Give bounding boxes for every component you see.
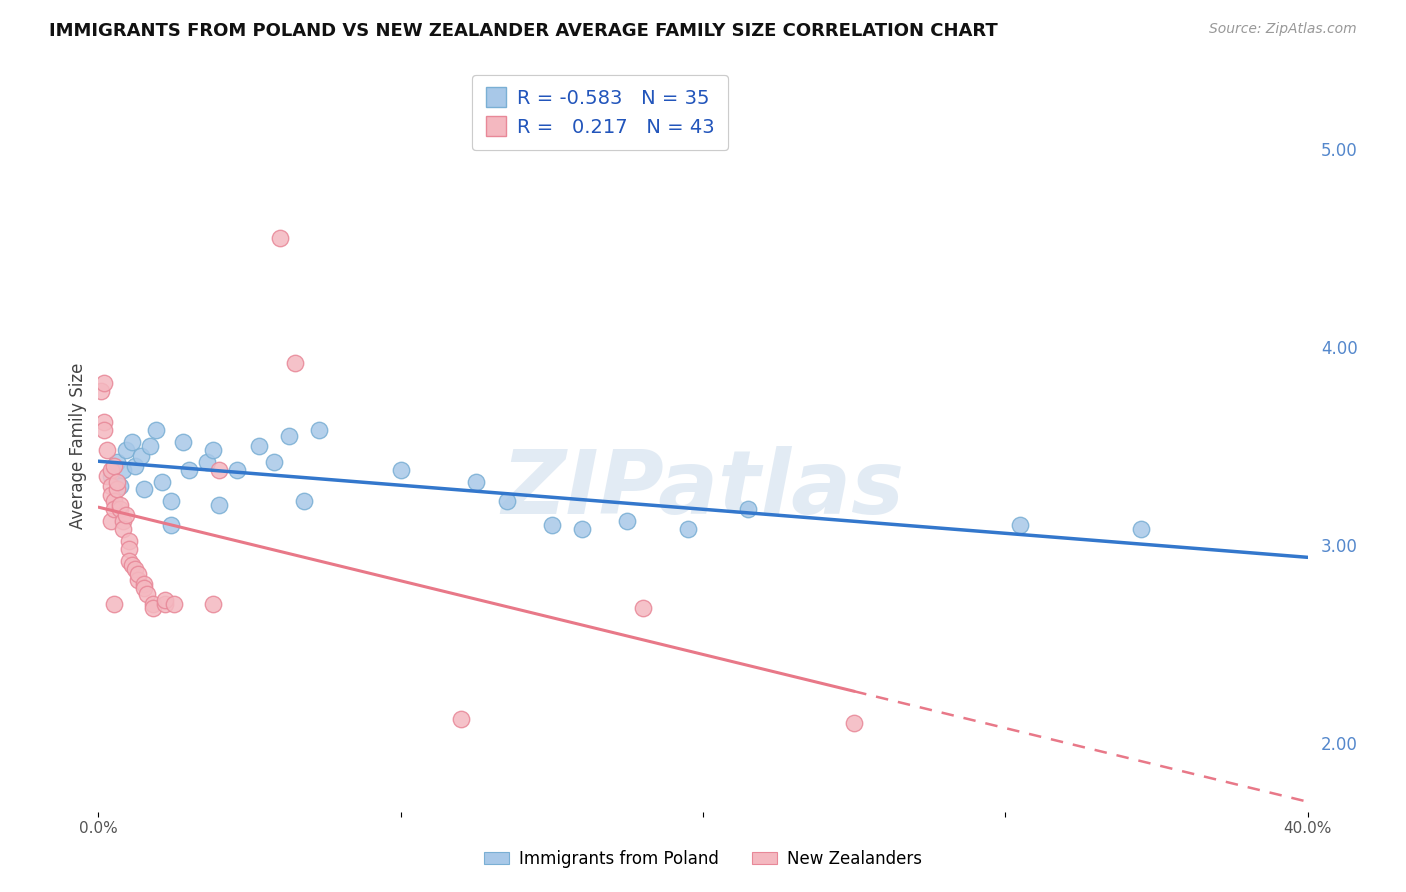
- Point: [103, 502, 125, 516]
- Point: [127, 574, 149, 588]
- Point: [269, 231, 291, 245]
- Point: [100, 514, 122, 528]
- Point: [118, 541, 141, 556]
- Point: [111, 522, 134, 536]
- Point: [93, 423, 115, 437]
- Point: [540, 518, 562, 533]
- Point: [145, 423, 167, 437]
- Point: [202, 597, 225, 611]
- Point: [105, 483, 128, 497]
- Point: [96, 468, 118, 483]
- Point: [247, 439, 270, 453]
- Text: ZIPatlas: ZIPatlas: [502, 446, 904, 533]
- Point: [93, 376, 115, 390]
- Point: [277, 429, 299, 443]
- Point: [202, 442, 225, 457]
- Point: [263, 455, 285, 469]
- Point: [127, 567, 149, 582]
- Point: [111, 463, 134, 477]
- Legend: Immigrants from Poland, New Zealanders: Immigrants from Poland, New Zealanders: [477, 844, 929, 875]
- Point: [153, 593, 176, 607]
- Legend: R = -0.583   N = 35, R =   0.217   N = 43: R = -0.583 N = 35, R = 0.217 N = 43: [472, 75, 728, 151]
- Point: [103, 597, 125, 611]
- Point: [844, 715, 866, 730]
- Point: [118, 554, 141, 568]
- Point: [139, 439, 162, 453]
- Point: [142, 597, 165, 611]
- Point: [121, 435, 143, 450]
- Point: [118, 533, 141, 548]
- Point: [100, 478, 122, 492]
- Point: [93, 415, 115, 429]
- Point: [135, 587, 157, 601]
- Point: [108, 478, 131, 492]
- Point: [284, 356, 307, 370]
- Point: [571, 522, 593, 536]
- Point: [163, 597, 186, 611]
- Point: [1010, 518, 1032, 533]
- Point: [100, 488, 122, 502]
- Point: [132, 577, 155, 591]
- Point: [179, 463, 201, 477]
- Point: [450, 712, 472, 726]
- Point: [160, 518, 183, 533]
- Point: [153, 597, 176, 611]
- Point: [160, 494, 183, 508]
- Point: [308, 423, 330, 437]
- Point: [105, 455, 128, 469]
- Point: [132, 582, 155, 596]
- Point: [465, 475, 488, 489]
- Point: [105, 475, 128, 489]
- Point: [124, 561, 146, 575]
- Point: [616, 514, 638, 528]
- Point: [142, 601, 165, 615]
- Point: [108, 498, 131, 512]
- Point: [208, 498, 231, 512]
- Point: [111, 514, 134, 528]
- Point: [100, 463, 122, 477]
- Point: [195, 455, 218, 469]
- Point: [676, 522, 699, 536]
- Point: [208, 463, 231, 477]
- Point: [737, 502, 759, 516]
- Point: [172, 435, 194, 450]
- Point: [495, 494, 517, 508]
- Point: [114, 442, 136, 457]
- Point: [631, 601, 654, 615]
- Point: [124, 458, 146, 473]
- Point: [132, 483, 155, 497]
- Point: [96, 442, 118, 457]
- Text: IMMIGRANTS FROM POLAND VS NEW ZEALANDER AVERAGE FAMILY SIZE CORRELATION CHART: IMMIGRANTS FROM POLAND VS NEW ZEALANDER …: [49, 22, 998, 40]
- Point: [292, 494, 315, 508]
- Point: [114, 508, 136, 523]
- Point: [100, 468, 122, 483]
- Point: [226, 463, 249, 477]
- Point: [108, 502, 131, 516]
- Point: [129, 449, 152, 463]
- Point: [150, 475, 173, 489]
- Point: [103, 458, 125, 473]
- Point: [1130, 522, 1153, 536]
- Point: [389, 463, 412, 477]
- Point: [121, 558, 143, 572]
- Text: Source: ZipAtlas.com: Source: ZipAtlas.com: [1209, 22, 1357, 37]
- Y-axis label: Average Family Size: Average Family Size: [69, 363, 87, 529]
- Point: [90, 384, 112, 398]
- Point: [103, 494, 125, 508]
